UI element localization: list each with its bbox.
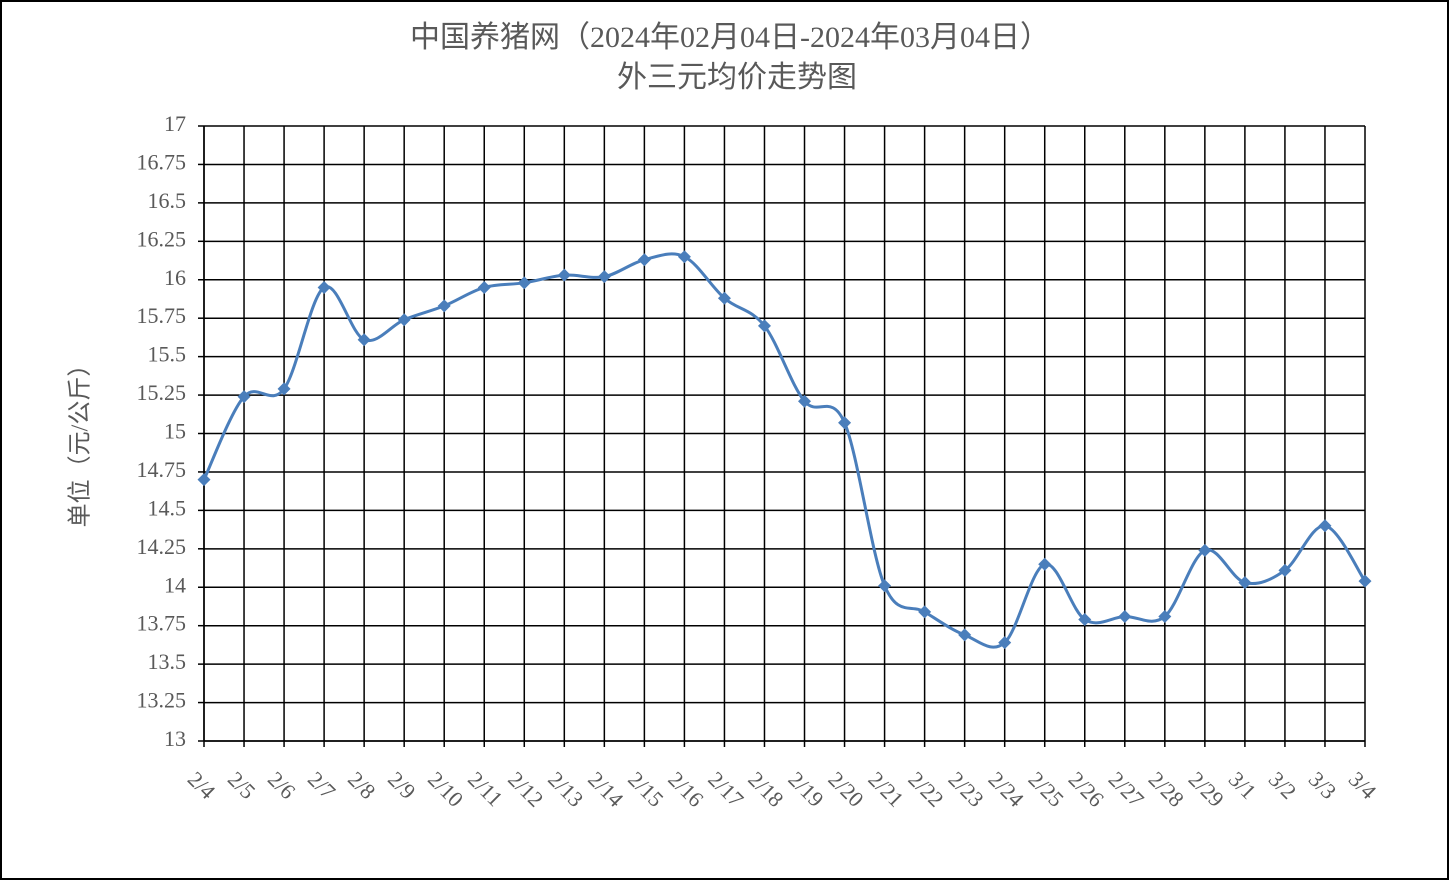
chart-title: 中国养猪网（2024年02月04日-2024年03月04日） xyxy=(410,21,1050,54)
y-tick-label: 17 xyxy=(164,111,186,136)
y-axis-label: 单位（元/公斤） xyxy=(67,353,94,528)
marker xyxy=(677,250,691,264)
marker xyxy=(1038,557,1052,571)
marker xyxy=(277,382,291,396)
y-tick-label: 15.75 xyxy=(137,303,187,328)
marker xyxy=(958,628,972,642)
chart-subtitle: 外三元均价走势图 xyxy=(617,61,857,94)
marker xyxy=(878,579,892,593)
y-tick-label: 13.25 xyxy=(137,688,187,713)
y-tick-label: 16.25 xyxy=(137,226,187,251)
marker xyxy=(357,333,371,347)
y-tick-label: 15 xyxy=(164,419,186,444)
marker xyxy=(838,416,852,430)
marker xyxy=(1198,543,1212,557)
y-tick-label: 14 xyxy=(164,572,186,597)
marker xyxy=(637,253,651,267)
y-tick-label: 16 xyxy=(164,265,186,290)
marker xyxy=(1118,609,1132,623)
marker xyxy=(477,280,491,294)
marker xyxy=(918,605,932,619)
y-tick-label: 13.75 xyxy=(137,611,187,636)
marker xyxy=(1158,609,1172,623)
marker xyxy=(517,276,531,290)
marker xyxy=(1278,563,1292,577)
marker xyxy=(998,636,1012,650)
y-tick-label: 14.25 xyxy=(137,534,187,559)
marker xyxy=(1078,613,1092,627)
marker xyxy=(1358,574,1372,588)
y-tick-label: 15.25 xyxy=(137,380,187,405)
y-tick-label: 15.5 xyxy=(148,342,187,367)
y-tick-label: 14.75 xyxy=(137,457,187,482)
marker xyxy=(557,268,571,282)
marker xyxy=(317,280,331,294)
y-tick-label: 14.5 xyxy=(148,495,187,520)
marker xyxy=(397,313,411,327)
marker xyxy=(757,319,771,333)
marker xyxy=(597,270,611,284)
marker xyxy=(798,394,812,408)
y-tick-label: 13 xyxy=(164,726,186,751)
marker xyxy=(437,299,451,313)
marker xyxy=(1318,519,1332,533)
marker xyxy=(197,473,211,487)
marker xyxy=(1238,576,1252,590)
marker xyxy=(717,291,731,305)
y-tick-label: 13.5 xyxy=(148,649,187,674)
y-tick-label: 16.5 xyxy=(148,188,187,213)
y-tick-label: 16.75 xyxy=(137,149,187,174)
marker xyxy=(237,390,251,404)
